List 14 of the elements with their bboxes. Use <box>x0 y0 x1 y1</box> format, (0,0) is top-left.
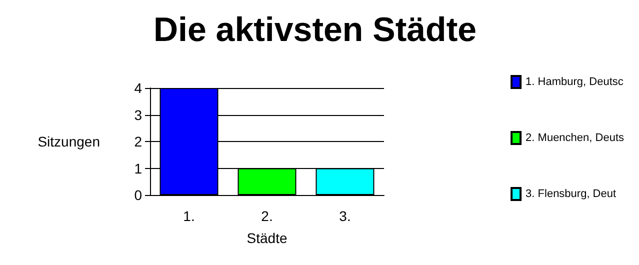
y-tick-label: 4 <box>134 80 142 96</box>
legend-label: 1. Hamburg, Deutsc <box>526 76 624 88</box>
y-tick-label: 2 <box>134 134 142 150</box>
y-tick-label: 1 <box>134 160 142 176</box>
x-tick-label: 2. <box>261 208 273 224</box>
legend-label: 3. Flensburg, Deut <box>526 188 616 200</box>
chart-title: Die aktivsten Städte <box>153 11 477 49</box>
y-tick-label: 3 <box>134 106 142 123</box>
y-axis-title: Sitzungen <box>38 134 100 150</box>
x-axis-title: Städte <box>246 230 288 246</box>
x-tick-label: 1. <box>183 208 195 224</box>
y-tick-label: 0 <box>134 187 142 203</box>
legend-label: 2. Muenchen, Deuts <box>526 132 624 144</box>
x-tick-label: 3. <box>339 208 351 224</box>
